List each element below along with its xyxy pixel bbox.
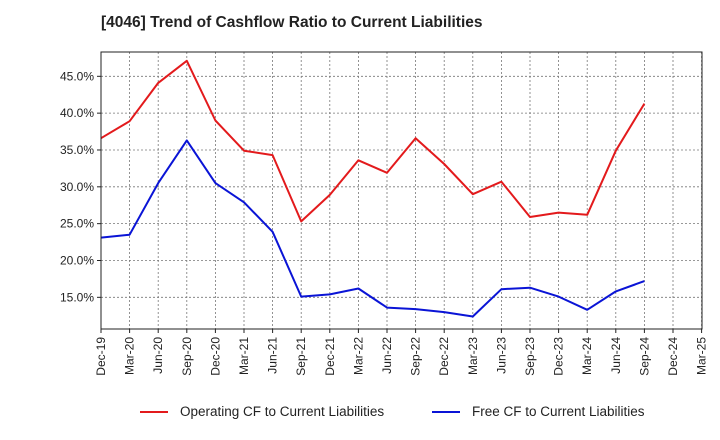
- legend-item-free-cf: Free CF to Current Liabilities: [432, 404, 645, 419]
- x-tick-label: Mar-21: [237, 337, 251, 375]
- y-tick-label: 25.0%: [60, 217, 94, 231]
- legend-swatch-free-cf: [432, 410, 460, 413]
- plot-background: [101, 52, 702, 329]
- x-tick-label: Mar-24: [580, 337, 594, 375]
- y-tick-label: 30.0%: [60, 180, 94, 194]
- x-tick-label: Jun-20: [151, 337, 165, 374]
- x-tick-label: Sep-23: [523, 337, 537, 376]
- x-tick-label: Mar-22: [351, 337, 365, 375]
- x-tick-label: Dec-23: [552, 337, 566, 376]
- legend-swatch-operating-cf: [140, 410, 168, 413]
- x-tick-label: Dec-19: [94, 337, 108, 376]
- x-tick-label: Sep-22: [409, 337, 423, 376]
- y-tick-label: 45.0%: [60, 69, 94, 83]
- x-tick-label: Dec-22: [437, 337, 451, 376]
- series-layer: [100, 59, 646, 318]
- legend-item-operating-cf: Operating CF to Current Liabilities: [140, 404, 384, 419]
- x-tick-label: Sep-20: [180, 337, 194, 376]
- x-tick-label: Jun-24: [609, 337, 623, 374]
- grid-layer: [100, 52, 702, 329]
- x-tick-label: Sep-24: [637, 337, 651, 376]
- legend: Operating CF to Current Liabilities Free…: [0, 404, 720, 426]
- y-axis: 15.0% 20.0% 25.0% 30.0% 35.0% 40.0% 45.0%: [60, 69, 101, 304]
- x-tick-label: Jun-21: [266, 337, 280, 374]
- series-line-free-cf: [100, 139, 645, 318]
- y-tick-label: 35.0%: [60, 143, 94, 157]
- legend-label-operating-cf: Operating CF to Current Liabilities: [180, 404, 385, 419]
- x-tick-label: Jun-22: [380, 337, 394, 374]
- plot-frame: [100, 51, 703, 330]
- x-tick-label: Dec-21: [323, 337, 337, 376]
- legend-label-free-cf: Free CF to Current Liabilities: [472, 404, 645, 419]
- x-tick-label: Mar-20: [123, 337, 137, 375]
- y-tick-label: 20.0%: [60, 253, 94, 267]
- x-tick-label: Mar-25: [695, 337, 709, 375]
- y-tick-label: 15.0%: [60, 290, 94, 304]
- series-line-operating-cf: [100, 59, 646, 223]
- y-tick-label: 40.0%: [60, 106, 94, 120]
- x-tick-label: Dec-24: [666, 337, 680, 376]
- x-tick-label: Mar-23: [466, 337, 480, 375]
- x-tick-label: Sep-21: [294, 337, 308, 376]
- x-axis: Dec-19 Mar-20 Jun-20 Sep-20 Dec-20 Mar-21 Jun-…: [94, 329, 709, 376]
- x-tick-label: Jun-23: [494, 337, 508, 374]
- x-tick-label: Dec-20: [208, 337, 222, 376]
- chart-title: [4046] Trend of Cashflow Ratio to Curren…: [101, 14, 483, 31]
